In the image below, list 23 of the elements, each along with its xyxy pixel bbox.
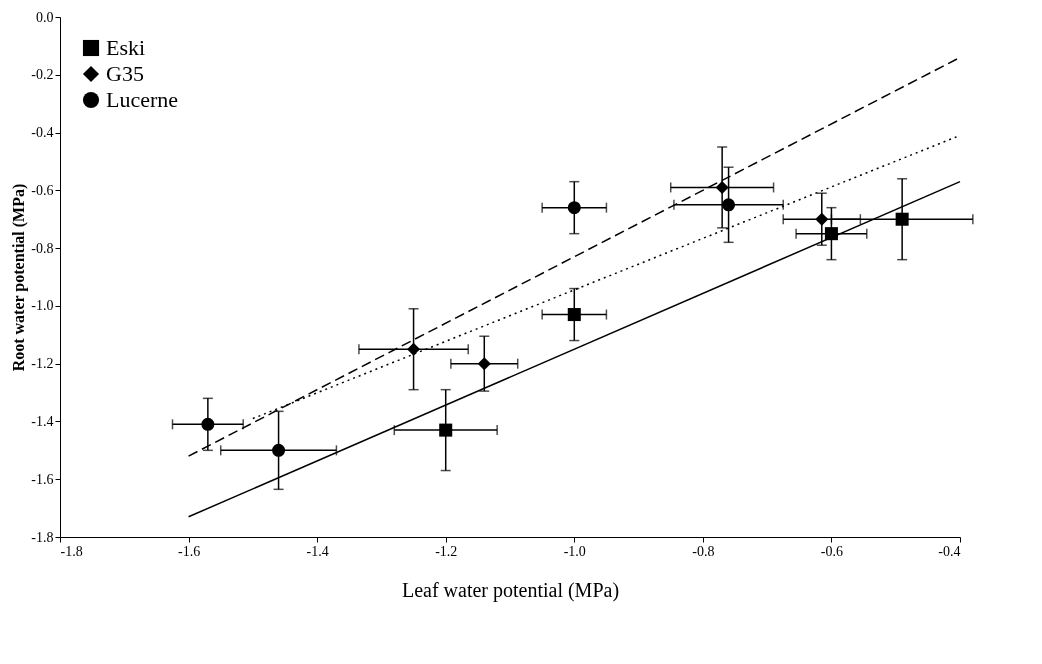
x-tick-label: -0.4: [938, 543, 961, 559]
x-tick-label: -0.8: [692, 543, 715, 559]
y-tick-label: -1.4: [31, 413, 54, 429]
legend-label: G35: [106, 61, 144, 86]
x-tick-label: -1.2: [435, 543, 458, 559]
x-tick-label: -1.0: [563, 543, 586, 559]
y-tick-label: -0.2: [31, 67, 54, 83]
y-tick-label: 0.0: [36, 9, 54, 25]
y-tick-label: -0.8: [31, 240, 54, 256]
y-tick-label: -1.2: [31, 356, 54, 372]
y-tick-label: -1.6: [31, 471, 54, 487]
y-tick-label: -0.4: [31, 125, 54, 141]
x-tick-label: -1.6: [177, 543, 201, 559]
legend-label: Eski: [106, 35, 146, 60]
x-tick-label: -1.8: [60, 543, 83, 559]
y-tick-label: -1.8: [31, 529, 54, 545]
x-tick-label: -1.4: [306, 543, 329, 559]
legend-label: Lucerne: [106, 87, 179, 112]
y-axis-title: Root water potential (MPa): [10, 183, 29, 372]
y-tick-label: -1.0: [31, 298, 54, 314]
x-tick-label: -0.6: [820, 543, 844, 559]
y-tick-label: -0.6: [31, 182, 54, 198]
x-axis-title: Leaf water potential (MPa): [401, 578, 620, 602]
